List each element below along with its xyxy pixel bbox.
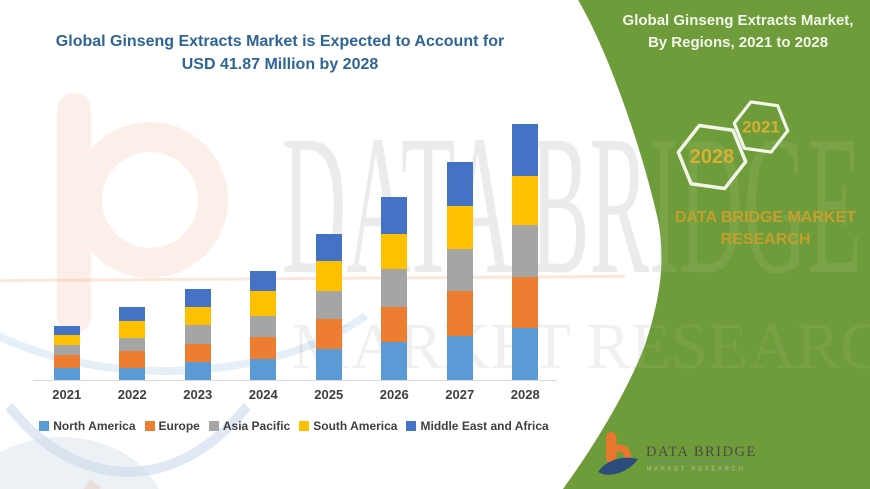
x-axis-label: 2023: [183, 387, 213, 402]
bar-segment: [119, 337, 146, 352]
bar-segment: [446, 205, 473, 249]
legend-swatch: [144, 421, 155, 431]
bar-2027: [446, 161, 473, 380]
bar-segment: [315, 319, 342, 349]
x-axis-label: 2028: [510, 387, 540, 402]
legend-item: Europe: [144, 419, 200, 433]
x-axis-label: 2024: [248, 387, 278, 402]
bar-segment: [512, 176, 539, 226]
bar-segment: [184, 289, 211, 308]
bar-segment: [184, 307, 211, 326]
bar-segment: [119, 306, 146, 322]
green-watermark-row1: DATA BRIDGE: [282, 95, 862, 316]
bar-2024: [250, 271, 277, 380]
legend-item: Middle East and Africa: [406, 419, 549, 433]
legend-swatch: [406, 421, 417, 431]
bar-segment: [381, 342, 408, 380]
watermark-blue-arc: [0, 0, 318, 477]
legend-swatch: [39, 421, 50, 431]
legend-label: South America: [313, 419, 398, 433]
bar-segment: [184, 325, 211, 345]
bar-segment: [381, 306, 408, 343]
bar-segment: [446, 161, 473, 206]
bar-segment: [184, 362, 211, 380]
bar-segment: [446, 291, 473, 336]
bar-segment: [53, 335, 80, 346]
bar-2025: [315, 233, 342, 380]
bar-segment: [250, 290, 277, 316]
bar-2022: [119, 306, 146, 380]
bar-segment: [315, 290, 342, 320]
chart-title-line2: USD 41.87 Million by 2028: [181, 56, 379, 74]
legend-swatch: [208, 421, 219, 431]
x-axis-label: 2025: [314, 387, 344, 402]
chart-title-line1: Global Ginseng Extracts Market is Expect…: [55, 33, 505, 50]
bar-segment: [381, 197, 408, 234]
bar-segment: [446, 248, 473, 292]
bar-2021: [53, 325, 80, 380]
bar-segment: [512, 328, 539, 380]
bar-segment: [381, 233, 408, 270]
bar-segment: [315, 348, 342, 380]
x-axis-label: 2027: [445, 387, 475, 402]
bar-segment: [512, 123, 539, 177]
legend-label: Europe: [158, 419, 200, 433]
bar-segment: [119, 321, 146, 338]
bar-segment: [119, 351, 146, 368]
x-axis-label: 2021: [52, 387, 82, 402]
x-axis-line: [33, 380, 557, 381]
bar-segment: [250, 358, 277, 380]
legend-swatch: [299, 421, 310, 431]
bar-segment: [53, 325, 80, 336]
plot-area: [34, 122, 558, 380]
x-axis-label: 2026: [379, 387, 409, 402]
bar-segment: [381, 269, 408, 307]
legend-label: Asia Pacific: [222, 419, 291, 433]
green-watermark-row2: MARKET RESEARCH: [292, 310, 870, 383]
legend-item: South America: [299, 419, 397, 433]
bar-segment: [184, 344, 211, 363]
chart-title: Global Ginseng Extracts Market is Expect…: [50, 30, 510, 76]
x-axis-labels: 2021 2022 2023 2024 2025 2026 2027 2028: [34, 387, 558, 402]
legend-item: North America: [39, 419, 136, 433]
legend-item: Asia Pacific: [208, 419, 291, 433]
bar-segment: [53, 368, 80, 380]
bar-2023: [184, 289, 211, 380]
bar-segment: [53, 354, 80, 369]
bar-2028: [512, 123, 539, 380]
bar-segment: [53, 345, 80, 355]
bar-segment: [315, 261, 342, 291]
bar-segment: [250, 336, 277, 359]
bar-segment: [512, 277, 539, 328]
legend-label: Middle East and Africa: [420, 419, 549, 433]
bar-segment: [446, 336, 473, 380]
bar-segment: [250, 271, 277, 291]
bar-segment: [119, 367, 146, 380]
chart-legend: North America Europe Asia Pacific South Ame…: [30, 419, 558, 433]
legend-label: North America: [53, 419, 136, 433]
bar-segment: [512, 225, 539, 278]
x-axis-label: 2022: [117, 387, 147, 402]
bar-2026: [381, 197, 408, 380]
bar-segment: [315, 233, 342, 262]
bar-segment: [250, 315, 277, 337]
